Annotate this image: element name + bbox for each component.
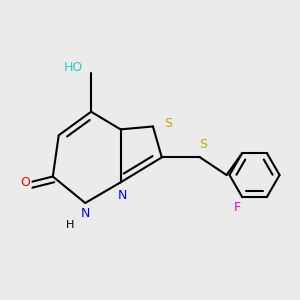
Text: O: O [20,176,30,189]
Text: N: N [117,189,127,202]
Text: F: F [234,200,241,214]
Text: S: S [164,117,172,130]
Text: S: S [199,138,207,151]
Text: N: N [80,207,90,220]
Text: HO: HO [64,61,83,74]
Text: H: H [66,220,75,230]
